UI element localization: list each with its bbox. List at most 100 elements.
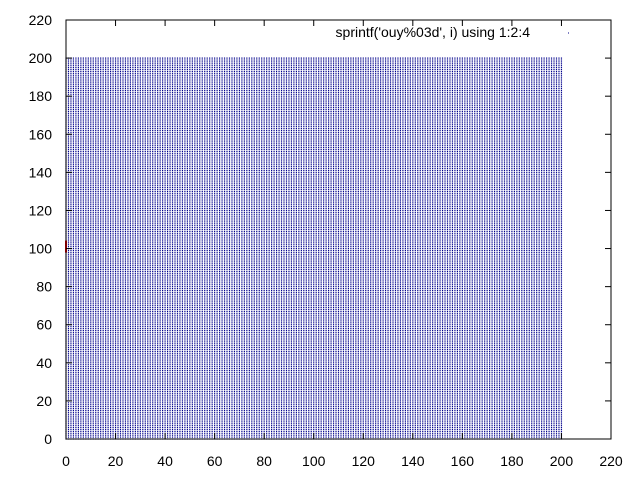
data-point [90,57,91,58]
data-point [75,385,76,386]
data-point [98,212,99,213]
data-point [90,217,91,218]
data-point [93,246,94,247]
data-point [78,412,79,413]
data-point [68,406,69,407]
data-point [93,185,94,186]
data-point [78,103,79,104]
data-point [85,288,86,289]
data-point [73,141,74,142]
data-point [83,221,84,222]
data-point [85,115,86,116]
data-point [80,317,81,318]
data-point [93,360,94,361]
data-point [100,137,101,138]
data-point [83,195,84,196]
data-point [75,431,76,432]
data-point [78,229,79,230]
data-point [85,57,86,58]
data-point [95,318,96,319]
data-point [83,427,84,428]
data-point [68,162,69,163]
data-point [100,105,101,106]
data-point [68,227,69,228]
data-point [70,408,71,409]
data-point [80,427,81,428]
data-point [95,117,96,118]
data-point [90,195,91,196]
data-point [73,94,74,95]
data-point [85,280,86,281]
data-point [83,320,84,321]
data-point [85,238,86,239]
data-point [100,366,101,367]
data-point [68,126,69,127]
data-point [93,358,94,359]
data-point [80,219,81,220]
data-point [83,292,84,293]
data-point [93,198,94,199]
data-point [80,368,81,369]
data-point [70,263,71,264]
data-point [85,313,86,314]
data-point [70,137,71,138]
data-point [98,170,99,171]
data-point [85,408,86,409]
data-point [98,326,99,327]
data-point [68,351,69,352]
data-point [68,419,69,420]
data-point [78,82,79,83]
data-point [95,124,96,125]
data-point [85,282,86,283]
data-point [85,254,86,255]
data-point [68,294,69,295]
data-point [75,166,76,167]
data-point [75,155,76,156]
data-point [98,324,99,325]
data-point [98,252,99,253]
data-point [90,269,91,270]
data-point [100,246,101,247]
data-point [85,368,86,369]
data-point [78,179,79,180]
data-point [90,393,91,394]
data-point [95,235,96,236]
data-point [98,149,99,150]
data-point [85,294,86,295]
data-point [75,433,76,434]
data-point [83,237,84,238]
data-point [98,408,99,409]
data-point [68,303,69,304]
data-point [85,143,86,144]
data-point [100,229,101,230]
data-point [90,336,91,337]
data-point [88,406,89,407]
data-point [85,84,86,85]
data-point [75,339,76,340]
data-point [85,242,86,243]
data-point [93,393,94,394]
data-point [85,197,86,198]
data-point [78,351,79,352]
data-point [98,88,99,89]
data-point [100,433,101,434]
data-point [90,233,91,234]
data-point [88,288,89,289]
data-point [83,109,84,110]
data-point [68,65,69,66]
data-point [100,269,101,270]
data-point [100,73,101,74]
data-point [70,273,71,274]
data-point [78,141,79,142]
data-point [73,400,74,401]
data-point [90,223,91,224]
data-point [70,397,71,398]
data-point [100,334,101,335]
data-point [93,364,94,365]
data-point [80,204,81,205]
data-point [100,132,101,133]
data-point [100,435,101,436]
data-point [85,292,86,293]
data-point [95,183,96,184]
data-point [100,63,101,64]
